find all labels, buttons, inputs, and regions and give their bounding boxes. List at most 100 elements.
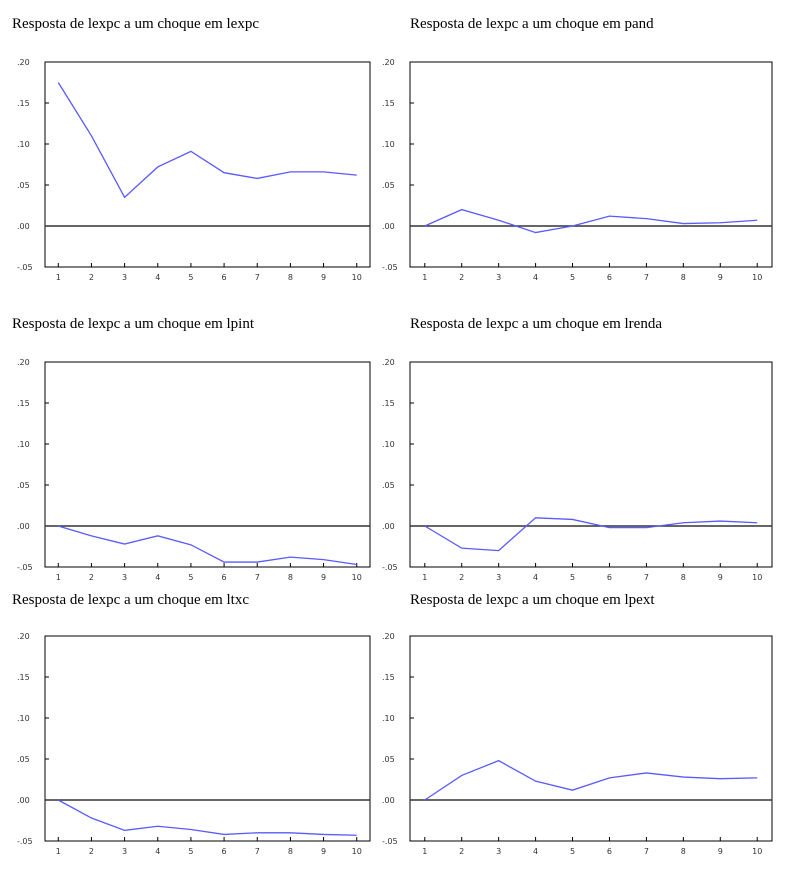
y-tick-label: .15 (382, 673, 395, 682)
plot-frame (44, 635, 371, 842)
x-tick-label: 5 (570, 273, 575, 282)
y-tick-label: .05 (17, 181, 30, 190)
chart-title: Resposta de lexpc a um choque em lrenda (410, 316, 662, 332)
x-tick-label: 2 (459, 273, 464, 282)
x-tick-label: 6 (222, 847, 227, 856)
x-tick-label: 2 (459, 847, 464, 856)
x-tick-label: 9 (718, 847, 723, 856)
y-tick-label: .05 (17, 481, 30, 490)
x-tick-label: 10 (752, 847, 762, 856)
x-tick-label: 10 (352, 573, 362, 582)
x-tick-label: 5 (570, 573, 575, 582)
x-tick-label: 8 (288, 273, 293, 282)
x-tick-label: 1 (56, 847, 61, 856)
response-line (58, 525, 357, 566)
x-tick-label: 6 (607, 273, 612, 282)
x-tick-label: 8 (681, 847, 686, 856)
x-tick-label: 1 (56, 273, 61, 282)
x-tick-label: 10 (752, 573, 762, 582)
x-tick-label: 2 (89, 847, 94, 856)
x-tick-label: 10 (352, 273, 362, 282)
x-tick-label: 7 (644, 273, 649, 282)
x-tick-label: 6 (222, 273, 227, 282)
x-tick-label: 3 (122, 273, 127, 282)
x-tick-label: 4 (533, 273, 538, 282)
x-tick-label: 8 (288, 847, 293, 856)
y-tick-label: .10 (17, 140, 30, 149)
y-tick-label: .10 (382, 714, 395, 723)
y-tick-label: .00 (382, 796, 395, 805)
plot-frame (44, 361, 371, 568)
plot-frame (44, 61, 371, 268)
x-tick-label: 1 (422, 573, 427, 582)
x-tick-label: 3 (122, 573, 127, 582)
y-tick-label: .00 (17, 522, 30, 531)
x-tick-label: 2 (89, 573, 94, 582)
x-tick-label: 9 (718, 273, 723, 282)
y-tick-label: .15 (17, 673, 30, 682)
y-tick-label: .10 (17, 440, 30, 449)
x-tick-label: 9 (321, 273, 326, 282)
x-tick-label: 8 (681, 573, 686, 582)
y-tick-label: .20 (382, 58, 395, 67)
plot-frame (409, 361, 773, 568)
x-tick-label: 9 (321, 847, 326, 856)
y-tick-label: .00 (382, 522, 395, 531)
y-tick-label: .20 (382, 632, 395, 641)
y-tick-label: .10 (382, 140, 395, 149)
y-tick-label: -.05 (382, 563, 398, 572)
chart-title: Resposta de lexpc a um choque em pand (410, 16, 654, 32)
y-tick-label: -.05 (382, 263, 398, 272)
x-tick-label: 7 (255, 273, 260, 282)
x-tick-label: 4 (155, 273, 160, 282)
x-tick-label: 10 (752, 273, 762, 282)
plot-frame (409, 635, 773, 842)
x-tick-label: 7 (255, 573, 260, 582)
y-tick-label: .00 (17, 222, 30, 231)
y-tick-label: -.05 (17, 837, 33, 846)
x-tick-label: 1 (422, 273, 427, 282)
y-tick-label: .20 (382, 358, 395, 367)
x-tick-label: 2 (459, 573, 464, 582)
x-tick-label: 3 (496, 573, 501, 582)
y-tick-label: .20 (17, 632, 30, 641)
x-tick-label: 8 (681, 273, 686, 282)
x-tick-label: 7 (255, 847, 260, 856)
x-tick-label: 5 (188, 573, 193, 582)
x-tick-label: 5 (188, 847, 193, 856)
y-tick-label: .15 (17, 99, 30, 108)
y-tick-label: .00 (382, 222, 395, 231)
x-tick-label: 1 (56, 573, 61, 582)
response-line (57, 799, 357, 836)
x-tick-label: 4 (533, 573, 538, 582)
x-tick-label: 9 (321, 573, 326, 582)
x-tick-label: 6 (607, 847, 612, 856)
response-line (57, 82, 357, 199)
x-tick-label: 4 (155, 847, 160, 856)
y-tick-label: .15 (382, 99, 395, 108)
y-tick-label: .20 (17, 58, 30, 67)
chart-title: Resposta de lexpc a um choque em ltxc (12, 592, 249, 608)
chart-title: Resposta de lexpc a um choque em lpint (12, 316, 255, 332)
x-tick-label: 2 (89, 273, 94, 282)
x-tick-label: 6 (607, 573, 612, 582)
x-tick-label: 7 (644, 847, 649, 856)
y-tick-label: -.05 (17, 563, 33, 572)
y-tick-label: .20 (17, 358, 30, 367)
x-tick-label: 3 (122, 847, 127, 856)
x-tick-label: 9 (718, 573, 723, 582)
x-tick-label: 4 (155, 573, 160, 582)
y-tick-label: .00 (17, 796, 30, 805)
x-tick-label: 10 (352, 847, 362, 856)
x-tick-label: 6 (222, 573, 227, 582)
x-tick-label: 1 (422, 847, 427, 856)
y-tick-label: .05 (382, 755, 395, 764)
x-tick-label: 4 (533, 847, 538, 856)
x-tick-label: 5 (570, 847, 575, 856)
y-tick-label: .05 (382, 181, 395, 190)
plot-frame (409, 61, 773, 268)
x-tick-label: 3 (496, 847, 501, 856)
x-tick-label: 8 (288, 573, 293, 582)
x-tick-label: 5 (188, 273, 193, 282)
